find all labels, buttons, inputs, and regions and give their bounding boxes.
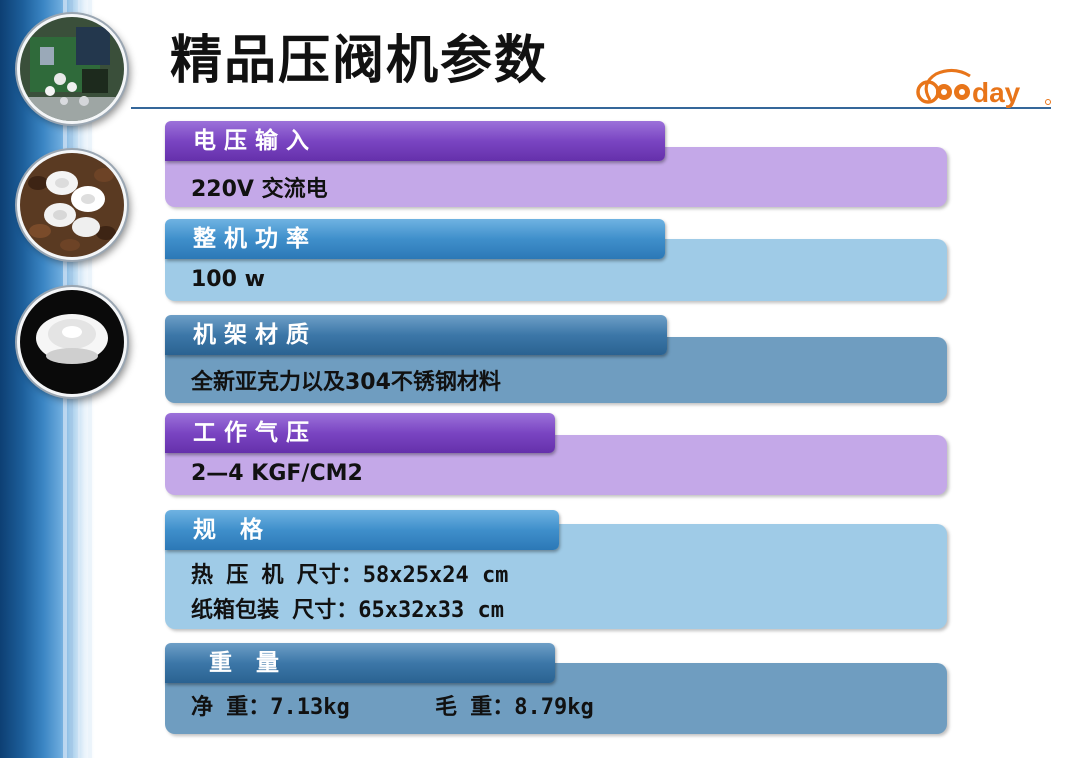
- spec-value-carton-size: 纸箱包装 尺寸：65x32x33 cm: [191, 598, 504, 623]
- spec-value-gross-weight: 毛 重：8.79kg: [435, 695, 594, 720]
- valve-closeup-photo: [17, 287, 127, 397]
- spec-value-pressure: 2—4 KGF/CM2: [191, 461, 363, 486]
- spec-row-material: 机架材质 全新亚克力以及304不锈钢材料: [165, 315, 947, 403]
- spec-value-net-weight: 净 重：7.13kg: [191, 695, 350, 720]
- valves-coffee-photo: [17, 150, 127, 260]
- spec-value-machine-size: 热 压 机 尺寸：58x25x24 cm: [191, 563, 509, 588]
- spec-value-voltage: 220V 交流电: [191, 177, 328, 202]
- spec-row-power: 整机功率 100 w: [165, 219, 947, 301]
- spec-row-dimensions: 规 格 热 压 机 尺寸：58x25x24 cm 纸箱包装 尺寸：65x32x3…: [165, 510, 947, 629]
- spec-value-power: 100 w: [191, 267, 265, 292]
- title-divider: [131, 107, 1051, 109]
- spec-row-weight: 重 量 净 重：7.13kg 毛 重：8.79kg: [165, 643, 947, 734]
- spec-value-material: 全新亚克力以及304不锈钢材料: [191, 370, 501, 395]
- svg-text:day: day: [972, 77, 1021, 108]
- spec-label-weight: 重 量: [165, 643, 555, 683]
- spec-label-power: 整机功率: [165, 219, 665, 259]
- gooday-logo: day: [916, 69, 1051, 108]
- circuit-board-photo: [17, 14, 127, 124]
- spec-label-material: 机架材质: [165, 315, 667, 355]
- spec-label-voltage: 电压输入: [165, 121, 665, 161]
- page-title: 精品压阀机参数: [170, 31, 549, 91]
- spec-row-voltage: 电压输入 220V 交流电: [165, 121, 947, 207]
- spec-label-dimensions: 规 格: [165, 510, 559, 550]
- spec-label-pressure: 工作气压: [165, 413, 555, 453]
- spec-row-pressure: 工作气压 2—4 KGF/CM2: [165, 413, 947, 495]
